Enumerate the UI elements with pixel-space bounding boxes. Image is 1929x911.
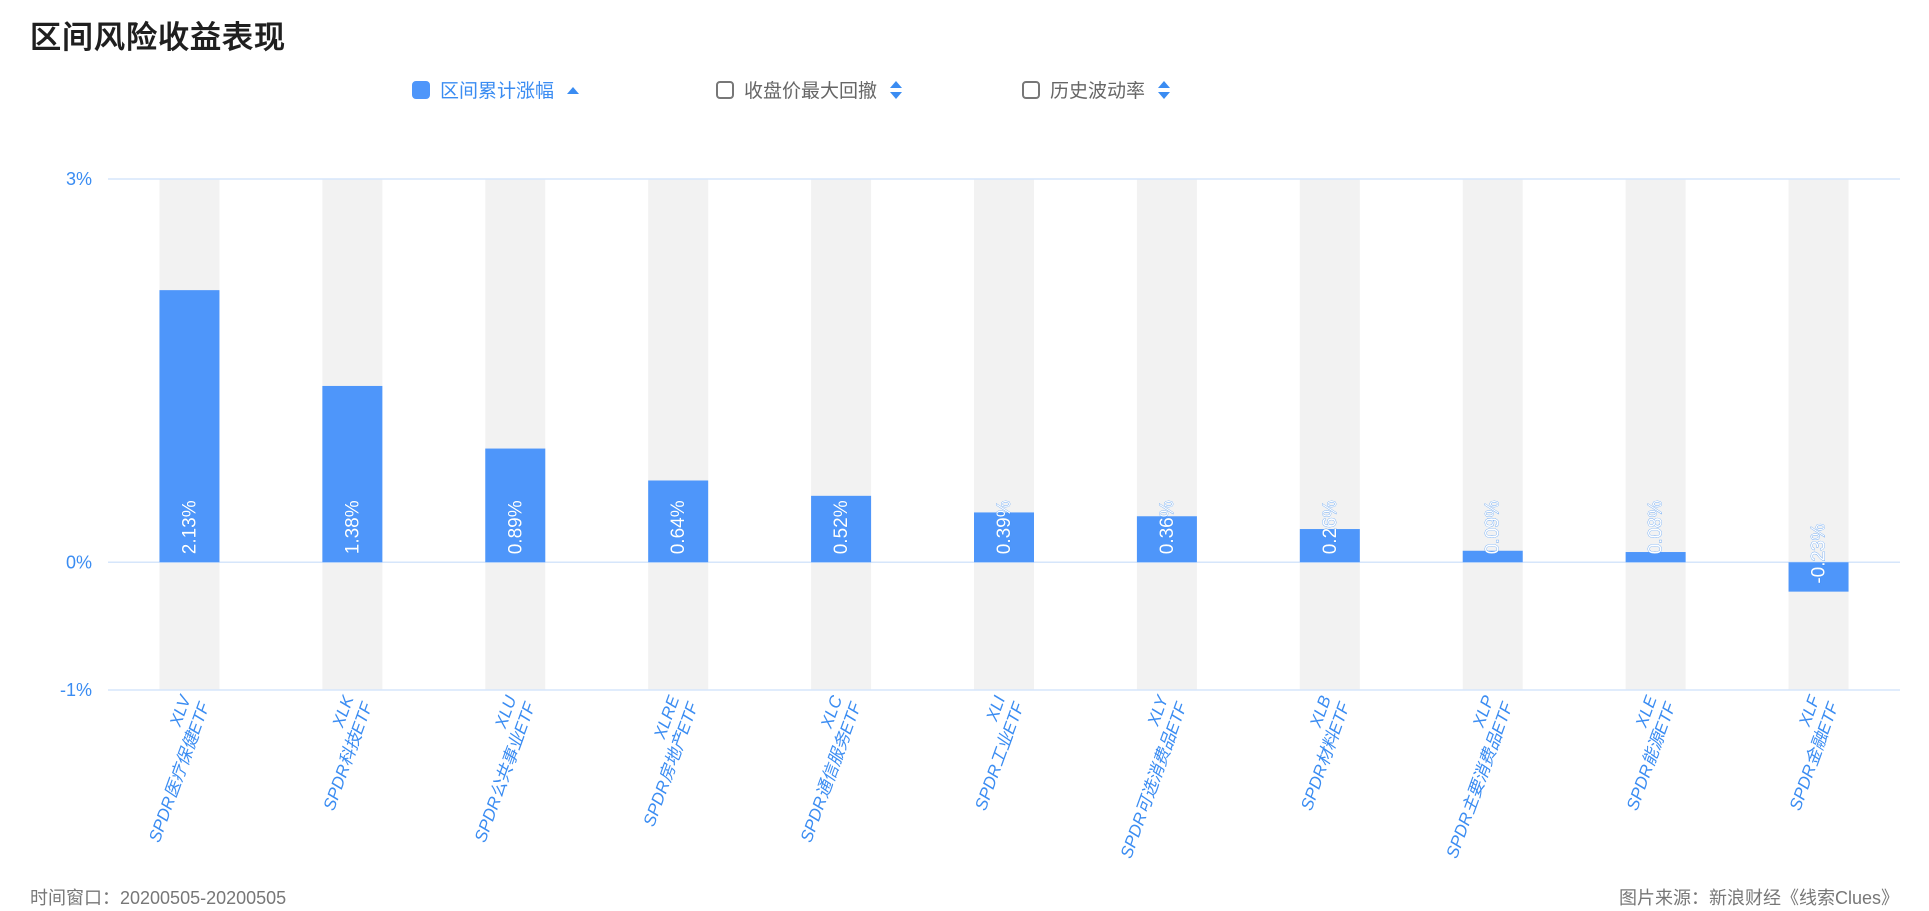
- legend-label: 区间累计涨幅: [440, 81, 555, 102]
- data-label: -0.23%: [1809, 523, 1830, 583]
- x-tick-label: XLRESPDR房地产ETF: [621, 692, 703, 829]
- bar: [485, 448, 546, 563]
- bar: [648, 480, 709, 563]
- bar: [1625, 552, 1686, 563]
- y-tick-label: -1%: [60, 680, 92, 700]
- legend-label: 收盘价最大回撤: [744, 81, 878, 102]
- chart-title: 区间风险收益表现: [30, 20, 286, 55]
- data-label: 0.08%: [1646, 500, 1667, 554]
- x-tick-label: XLVSPDR医疗保健ETF: [126, 692, 214, 845]
- legend-item-historical-volatility[interactable]: 历史波动率: [1022, 76, 1171, 103]
- sort-up-icon[interactable]: [566, 85, 580, 95]
- x-tick-label: XLBSPDR材料ETF: [1278, 692, 1354, 813]
- bar-track: [1788, 179, 1849, 690]
- bar-track: [648, 179, 709, 690]
- legend-item-cumulative-return[interactable]: 区间累计涨幅: [412, 76, 580, 103]
- data-label: 2.13%: [179, 500, 200, 554]
- checkbox-icon[interactable]: [412, 80, 430, 99]
- y-tick-label: 3%: [66, 169, 92, 189]
- bar: [1788, 562, 1849, 592]
- legend-item-max-drawdown[interactable]: 收盘价最大回撤: [716, 76, 903, 103]
- x-tick-label: XLFSPDR金融ETF: [1767, 692, 1843, 813]
- legend-label: 历史波动率: [1050, 81, 1146, 102]
- bar-track: [1299, 179, 1360, 690]
- bar-chart: -1% 0% 3% 2.13% XLVSPDR医疗保健ETF 1.38% XLKSPDR科技…: [60, 169, 1900, 861]
- bar: [1136, 516, 1197, 563]
- data-label: 0.89%: [505, 500, 526, 554]
- x-tick-label: XLKSPDR科技ETF: [301, 692, 377, 813]
- data-label: 0.09%: [1483, 500, 1504, 554]
- checkbox-icon[interactable]: [1022, 80, 1040, 99]
- x-tick-label: XLPSPDR主要消费品ETF: [1424, 692, 1517, 861]
- x-tick-label: XLYSPDR可选消费品ETF: [1098, 692, 1191, 861]
- bar: [1462, 550, 1523, 563]
- bar: [322, 385, 383, 563]
- x-tick-label: XLUSPDR公共事业ETF: [452, 692, 540, 845]
- x-tick-label: XLCSPDR通信服务ETF: [778, 692, 866, 845]
- image-source-note: 图片来源：新浪财经《线索Clues》: [1618, 888, 1899, 908]
- x-tick-label: XLESPDR能源ETF: [1604, 692, 1680, 813]
- bar: [1299, 529, 1360, 563]
- sort-both-icon[interactable]: [889, 79, 903, 101]
- data-label: 0.39%: [994, 500, 1015, 554]
- data-label: 0.52%: [831, 500, 852, 554]
- data-label: 0.64%: [668, 500, 689, 554]
- bar: [811, 495, 872, 563]
- sort-both-icon[interactable]: [1157, 79, 1171, 101]
- x-tick-label: XLISPDR工业ETF: [953, 692, 1029, 813]
- bar-track: [974, 179, 1034, 690]
- bar: [159, 290, 220, 563]
- data-label: 0.26%: [1320, 500, 1341, 554]
- bar-track: [1625, 179, 1686, 690]
- legend: 区间累计涨幅 收盘价最大回撤 历史波动率: [0, 76, 1929, 103]
- bar-track: [485, 179, 546, 690]
- bar-track: [1462, 179, 1523, 690]
- bar: [974, 512, 1034, 563]
- data-label: 0.36%: [1157, 500, 1178, 554]
- y-tick-label: 0%: [66, 552, 92, 572]
- data-label: 1.38%: [342, 500, 363, 554]
- time-window-note: 时间窗口：20200505-20200505: [30, 888, 287, 908]
- bar-track: [811, 179, 872, 690]
- bar-track: [1136, 179, 1197, 690]
- checkbox-icon[interactable]: [716, 80, 734, 99]
